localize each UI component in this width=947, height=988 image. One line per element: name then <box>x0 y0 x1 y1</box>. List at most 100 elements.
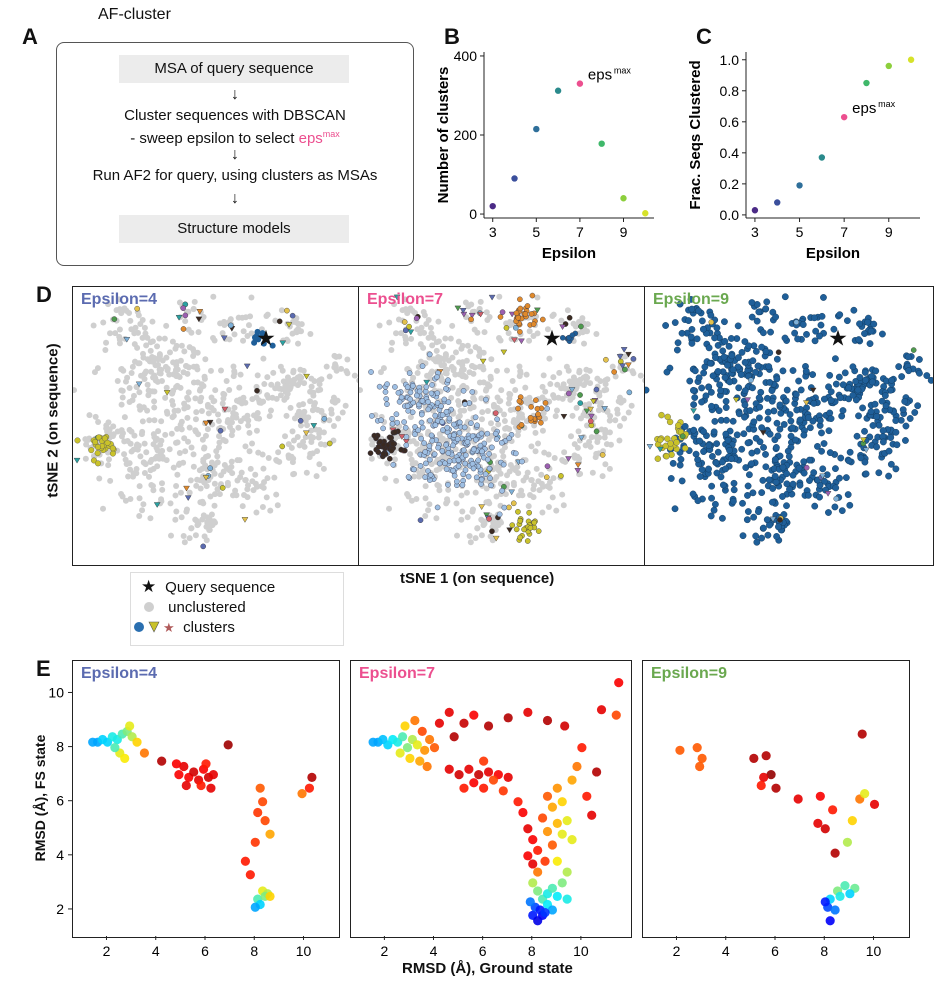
tsne-point <box>170 359 177 366</box>
tsne-point <box>163 354 170 361</box>
tsne-point <box>143 342 150 349</box>
x-tick-label: 10 <box>573 943 589 959</box>
cluster-marker <box>482 471 489 477</box>
rmsd-panel-eps4: Epsilon=4 <box>72 660 340 938</box>
tsne-point <box>737 371 745 378</box>
cluster-marker <box>518 422 525 428</box>
tsne-point <box>524 469 531 476</box>
tsne-point <box>729 366 737 374</box>
cluster-marker <box>220 335 228 342</box>
tsne-point <box>764 531 772 539</box>
tsne-point <box>139 334 146 341</box>
tsne-point <box>898 373 906 380</box>
rmsd-point <box>820 897 830 907</box>
cluster-marker <box>423 460 429 467</box>
tsne-point <box>895 363 903 371</box>
cluster-marker <box>440 427 446 433</box>
data-point <box>576 80 584 87</box>
cluster-marker <box>469 461 476 467</box>
cluster-marker <box>506 435 512 442</box>
rmsd-point <box>307 772 317 782</box>
tsne-point <box>488 356 495 363</box>
tsne-point <box>667 440 674 447</box>
tsne-point <box>121 414 128 421</box>
tsne-point <box>118 387 125 394</box>
tsne-point <box>576 377 583 384</box>
cluster-marker <box>513 526 520 533</box>
tsne-point <box>155 428 162 435</box>
tsne-point <box>722 397 730 405</box>
rmsd-point <box>449 732 459 742</box>
cluster-marker <box>92 438 99 445</box>
cluster-marker <box>574 468 582 474</box>
tsne-point <box>226 386 233 393</box>
cluster-marker <box>625 362 632 369</box>
tsne-point <box>616 437 623 444</box>
tsne-point <box>277 363 284 370</box>
tsne-point <box>186 344 193 351</box>
cluster-marker <box>744 397 751 403</box>
tsne-point <box>125 473 132 480</box>
tsne-point <box>422 483 429 490</box>
rmsd-point <box>412 740 422 750</box>
cluster-marker <box>462 460 468 467</box>
tsne-point <box>550 374 557 381</box>
tsne-point <box>459 342 466 349</box>
cluster-marker <box>432 412 439 419</box>
tsne-point <box>133 442 140 449</box>
tsne-point <box>234 457 241 464</box>
tsne-point <box>549 494 556 501</box>
tsne-point <box>811 337 819 345</box>
tsne-point <box>712 354 719 361</box>
tsne-point <box>90 322 97 329</box>
tsne-point <box>116 296 123 303</box>
tsne-point <box>435 338 442 345</box>
tsne-point <box>795 377 803 385</box>
cluster-marker <box>522 311 529 317</box>
tsne-point <box>194 476 201 483</box>
tsne-point <box>855 336 863 343</box>
tsne-point <box>472 344 479 351</box>
tsne-point <box>776 401 784 409</box>
legend-row-unclustered: unclustered <box>141 599 246 616</box>
cluster-marker <box>384 381 390 387</box>
tsne-point <box>753 538 761 546</box>
tsne-point <box>574 444 581 451</box>
svg-text:★: ★ <box>163 620 175 634</box>
tsne-point <box>255 449 262 456</box>
tsne-point <box>190 451 197 458</box>
cluster-marker <box>489 528 495 535</box>
tsne-point <box>267 507 274 514</box>
rmsd-point <box>577 742 587 753</box>
tsne-point <box>314 406 321 413</box>
tsne-point <box>678 477 686 485</box>
tsne-point <box>689 490 697 498</box>
tsne-point <box>205 410 212 417</box>
cluster-marker <box>413 315 420 322</box>
tsne-point <box>748 313 756 321</box>
cluster-marker <box>443 408 450 415</box>
tsne-point <box>294 433 301 440</box>
tsne-point <box>173 439 180 446</box>
tsne-point <box>781 293 789 301</box>
tsne-point <box>162 394 169 401</box>
tsne-point <box>825 383 832 391</box>
tsne-point <box>744 482 752 490</box>
tsne-point <box>116 326 123 333</box>
cluster-marker <box>559 324 566 330</box>
cluster-marker <box>407 389 414 396</box>
rmsd-point <box>675 745 685 755</box>
tsne-point <box>780 421 788 428</box>
tsne-point <box>809 417 817 425</box>
x-tick-label: 8 <box>528 943 536 959</box>
tsne-point <box>480 379 487 386</box>
data-point <box>907 56 915 63</box>
cluster-marker <box>462 452 469 459</box>
tsne-point <box>528 443 535 450</box>
tsne-point <box>333 353 340 360</box>
cluster-marker <box>411 466 417 473</box>
tsne-point <box>478 416 485 423</box>
tsne-point <box>705 383 713 391</box>
rmsd-point <box>139 748 150 758</box>
cluster-marker <box>469 433 476 439</box>
